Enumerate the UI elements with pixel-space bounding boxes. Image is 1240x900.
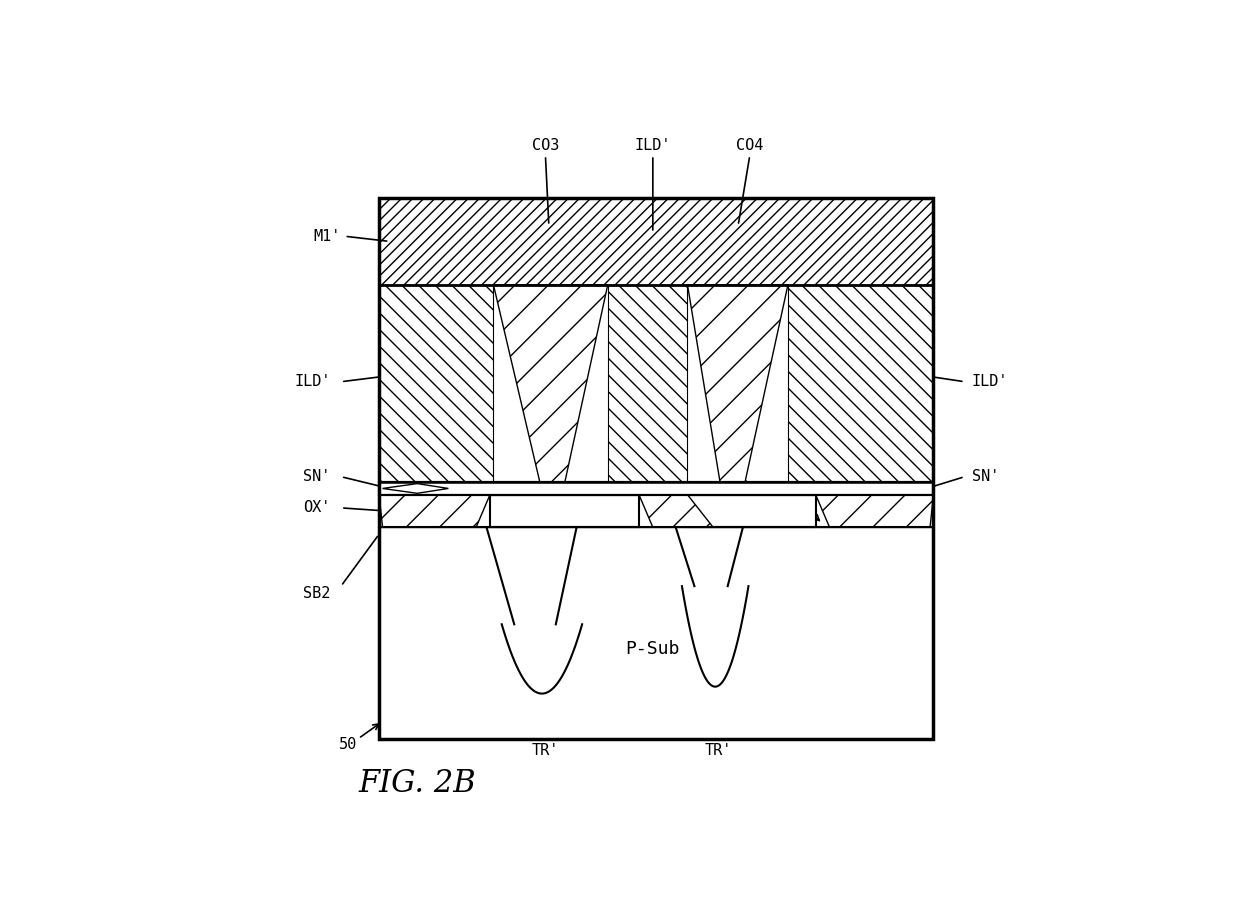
Text: TR': TR' [706,742,733,758]
Text: CO4: CO4 [737,138,764,153]
Polygon shape [816,495,934,527]
Text: OX': OX' [304,500,331,516]
Text: FIG. 2B: FIG. 2B [358,769,476,799]
Text: M1': M1' [314,229,341,244]
Bar [379,198,934,739]
Polygon shape [687,495,816,527]
Text: ILD': ILD' [635,138,671,153]
Polygon shape [608,284,687,482]
Polygon shape [379,284,494,482]
Text: TR': TR' [532,742,559,758]
Polygon shape [379,198,934,284]
Text: P-Sub: P-Sub [626,640,680,658]
Text: ILD': ILD' [294,374,331,389]
Text: ME': ME' [496,482,526,500]
Bar [379,198,934,739]
Polygon shape [494,284,608,482]
Text: SN': SN' [972,469,999,484]
Polygon shape [639,495,713,527]
Text: SB2: SB2 [304,586,331,600]
Text: ME': ME' [720,479,751,497]
Text: ILD': ILD' [972,374,1008,389]
Text: OX': OX' [720,492,751,510]
Polygon shape [383,483,449,493]
Polygon shape [687,284,787,482]
Polygon shape [379,495,490,527]
Text: SN': SN' [304,469,331,484]
Text: CO3: CO3 [532,138,559,153]
Text: 50: 50 [339,737,357,751]
Polygon shape [379,527,934,739]
Polygon shape [787,284,934,482]
Bar [379,482,934,495]
Polygon shape [490,495,639,527]
